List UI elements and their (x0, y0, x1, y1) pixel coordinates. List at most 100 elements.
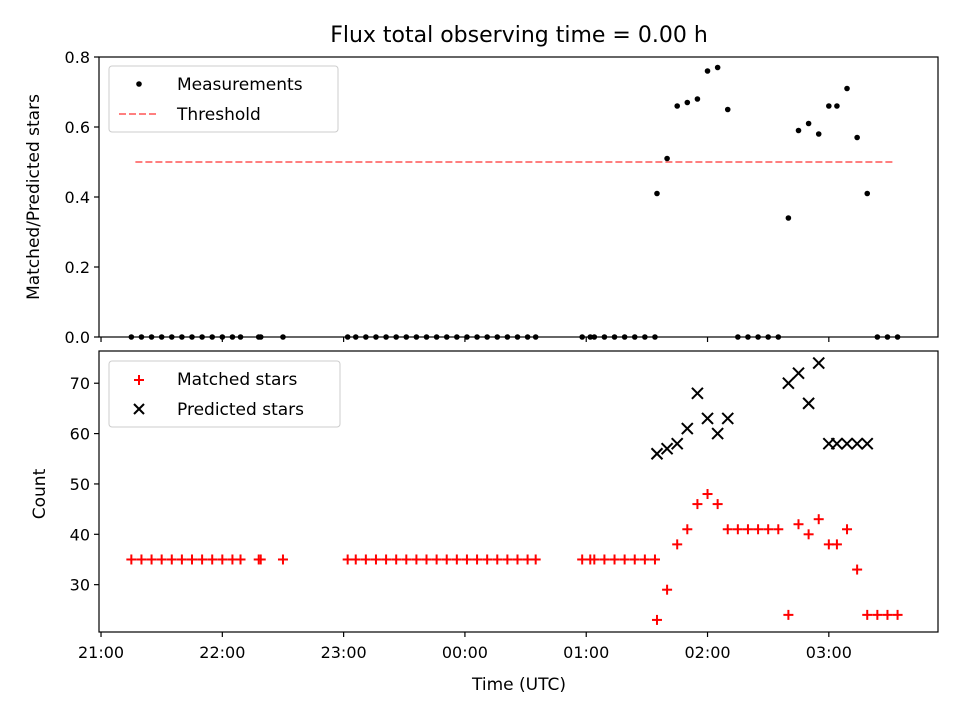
predicted-stars-point (830, 437, 844, 450)
predicted-stars-point (792, 366, 805, 380)
matched-stars-point (277, 554, 288, 565)
matched-stars-point (197, 554, 208, 565)
legend-measurements-label: Measurements (177, 75, 303, 95)
top-legend: Measurements Threshold (108, 65, 339, 133)
matched-stars-point (662, 584, 673, 595)
matched-stars-point (472, 554, 483, 565)
matched-stars-point (381, 554, 392, 565)
predicted-stars-point (840, 437, 854, 450)
matched-stars-point (803, 529, 814, 540)
matched-stars-point (629, 554, 640, 565)
measurement-point (724, 106, 731, 113)
predicted-stars-point (802, 397, 815, 410)
top-plot-frame (98, 56, 939, 338)
matched-stars-point (207, 554, 218, 565)
bottom-y-ticks: 30 40 50 60 70 (70, 374, 99, 595)
predicted-stars-point (721, 412, 734, 425)
matched-stars-point (370, 554, 381, 565)
matched-stars-point (530, 554, 541, 565)
legend-matched-marker (134, 375, 144, 385)
matched-stars-point (742, 524, 753, 535)
matched-stars-point (350, 554, 361, 565)
bottom-legend: Matched stars Predicted stars (108, 360, 341, 428)
matched-stars-point (892, 609, 903, 620)
y-tick-label: 40 (70, 525, 90, 544)
top-legend-box (108, 65, 339, 133)
count-series (126, 356, 903, 625)
measurement-point (826, 103, 832, 109)
matched-stars-point (783, 609, 794, 620)
matched-stars-point (831, 539, 842, 550)
matched-stars-point (126, 554, 137, 565)
y-tick-label: 30 (70, 576, 90, 595)
x-tick-label: 23:00 (321, 643, 367, 662)
predicted-stars-point (670, 437, 684, 450)
measurement-point (684, 99, 691, 106)
predicted-stars-point (701, 412, 714, 425)
matched-stars-point (753, 524, 764, 535)
legend-predicted-label: Predicted stars (177, 400, 304, 420)
x-tick-label: 02:00 (684, 643, 730, 662)
matched-stars-point (619, 554, 630, 565)
predicted-stars-point (812, 356, 825, 370)
measurement-point (844, 85, 850, 92)
matched-stars-point (186, 554, 197, 565)
matched-stars-point (255, 554, 266, 565)
matched-stars-point (639, 554, 650, 565)
measurement-point (815, 131, 822, 137)
matched-stars-point (492, 554, 503, 565)
top-y-ticks: 0.0 0.2 0.4 0.6 0.8 (65, 48, 99, 347)
bottom-x-ticks: 21:00 22:00 23:00 00:00 01:00 02:00 03:00 (78, 632, 852, 662)
top-x-ticks (100, 337, 830, 342)
y-tick-label: 0.6 (65, 118, 90, 137)
matched-stars-point (421, 554, 432, 565)
measurement-point (714, 64, 721, 71)
y-tick-label: 0.0 (65, 328, 90, 347)
matched-stars-point (512, 554, 523, 565)
predicted-stars-point (711, 427, 724, 440)
bottom-y-axis-label: Count (30, 468, 50, 519)
measurement-point (674, 103, 681, 109)
y-tick-label: 0.2 (65, 258, 90, 277)
legend-measurements-marker (136, 81, 142, 87)
matched-stars-point (461, 554, 472, 565)
x-axis-label: Time (UTC) (471, 675, 566, 695)
top-y-axis-label: Matched/Predicted stars (24, 94, 44, 300)
matched-stars-point (391, 554, 402, 565)
matched-stars-point (882, 609, 893, 620)
matched-stars-point (722, 524, 733, 535)
matched-stars-point (502, 554, 513, 565)
matched-stars-point (763, 524, 774, 535)
matched-stars-point (360, 554, 371, 565)
matched-stars-point (872, 609, 883, 620)
matched-stars-point (176, 554, 187, 565)
bottom-plot-frame (98, 350, 939, 633)
measurement-point (664, 155, 670, 162)
predicted-stars-point (782, 377, 795, 390)
y-tick-label: 70 (70, 374, 90, 393)
legend-threshold-label: Threshold (176, 105, 261, 125)
bottom-panel: 30 40 50 60 70 21:00 22:00 23:00 00:00 01:00 02:0… (30, 350, 939, 695)
measurement-point (704, 68, 711, 74)
top-panel: 0.00.20.40.60.8 Matched/Predicted stars … (24, 48, 939, 347)
measurement-point (854, 134, 860, 141)
matched-stars-point (482, 554, 493, 565)
x-tick-label: 22:00 (199, 643, 245, 662)
matched-stars-point (136, 554, 147, 565)
matched-stars-point (712, 499, 723, 510)
x-tick-label: 03:00 (806, 643, 852, 662)
matched-stars-point (702, 489, 713, 500)
matched-stars-point (411, 554, 422, 565)
matched-stars-point (401, 554, 412, 565)
predicted-stars-point (681, 422, 694, 435)
x-tick-label: 00:00 (442, 643, 488, 662)
matched-stars-point (793, 519, 804, 530)
y-tick-label: 50 (70, 475, 90, 494)
matched-stars-point (217, 554, 228, 565)
legend-matched-label: Matched stars (177, 370, 297, 390)
matched-stars-point (166, 554, 177, 565)
y-tick-label: 0.4 (65, 188, 90, 207)
matched-stars-point (609, 554, 620, 565)
matched-stars-point (146, 554, 157, 565)
matched-stars-point (852, 564, 863, 575)
